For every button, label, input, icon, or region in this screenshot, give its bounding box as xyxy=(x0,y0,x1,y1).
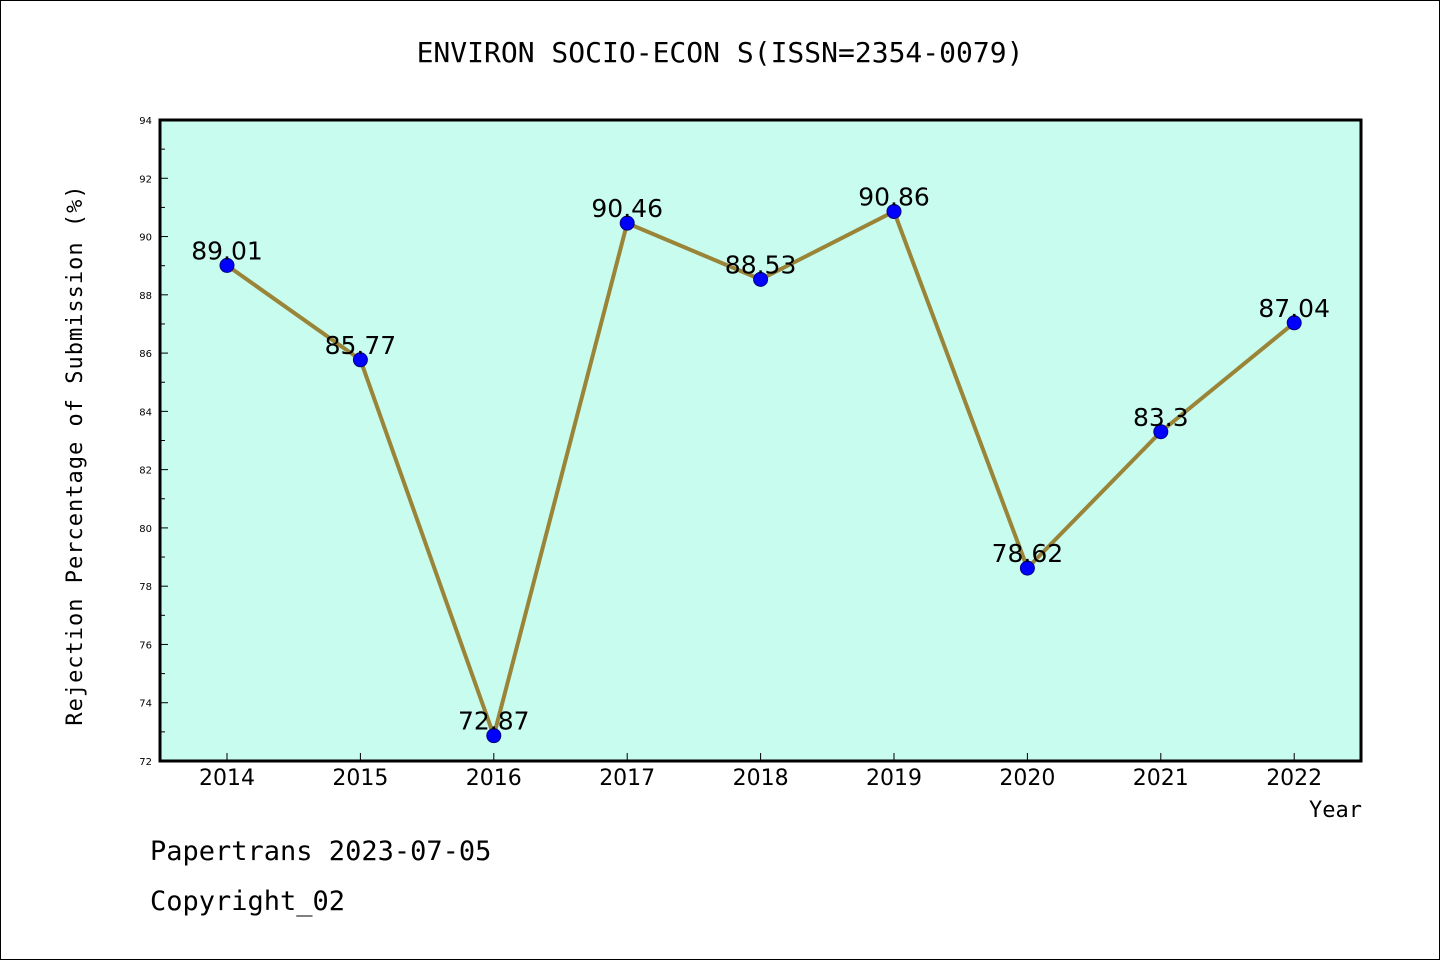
data-label: 83.3 xyxy=(1133,403,1189,432)
data-point xyxy=(1286,315,1302,331)
x-tick-label: 2015 xyxy=(332,766,388,791)
y-tick-label: 82 xyxy=(139,466,152,477)
y-tick-label: 78 xyxy=(139,582,152,593)
data-label: 85.77 xyxy=(325,331,397,360)
data-point xyxy=(352,352,368,368)
x-tick-label: 2020 xyxy=(999,766,1055,791)
footer-source: Papertrans 2023-07-05 xyxy=(150,836,492,867)
data-point xyxy=(1019,560,1035,576)
x-tick-label: 2016 xyxy=(466,766,522,791)
y-tick-label: 72 xyxy=(139,757,152,768)
data-label: 72.87 xyxy=(458,707,530,736)
y-tick-label: 76 xyxy=(139,640,152,651)
data-point xyxy=(753,271,769,287)
data-point xyxy=(1153,424,1169,440)
y-tick-label: 94 xyxy=(139,116,152,127)
x-axis-label: Year xyxy=(1309,798,1362,823)
y-tick-label: 84 xyxy=(139,407,152,418)
y-tick-label: 88 xyxy=(139,291,152,302)
footer-copyright: Copyright_02 xyxy=(150,886,346,917)
y-tick-label: 86 xyxy=(139,349,152,360)
x-tick-label: 2014 xyxy=(199,766,255,791)
x-tick-label: 2019 xyxy=(866,766,922,791)
plot-area xyxy=(160,120,1361,761)
chart-title: ENVIRON SOCIO-ECON S(ISSN=2354-0079) xyxy=(416,36,1024,69)
y-tick-label: 92 xyxy=(139,174,152,185)
data-label: 90.86 xyxy=(858,182,930,211)
data-label: 78.62 xyxy=(992,539,1064,568)
data-point xyxy=(619,215,635,231)
x-tick-label: 2017 xyxy=(599,766,655,791)
data-label: 87.04 xyxy=(1258,294,1330,323)
y-tick-label: 90 xyxy=(139,233,152,244)
x-tick-label: 2018 xyxy=(733,766,789,791)
data-point xyxy=(486,728,502,744)
x-tick-label: 2021 xyxy=(1133,766,1189,791)
x-tick-label: 2022 xyxy=(1266,766,1322,791)
data-label: 88.53 xyxy=(725,250,797,279)
plot-border xyxy=(158,118,1363,763)
data-label: 89.01 xyxy=(191,236,263,265)
y-tick-label: 74 xyxy=(139,699,152,710)
data-point xyxy=(886,203,902,219)
y-tick-label: 80 xyxy=(139,524,152,535)
data-point xyxy=(219,257,235,273)
data-label: 90.46 xyxy=(591,194,663,223)
